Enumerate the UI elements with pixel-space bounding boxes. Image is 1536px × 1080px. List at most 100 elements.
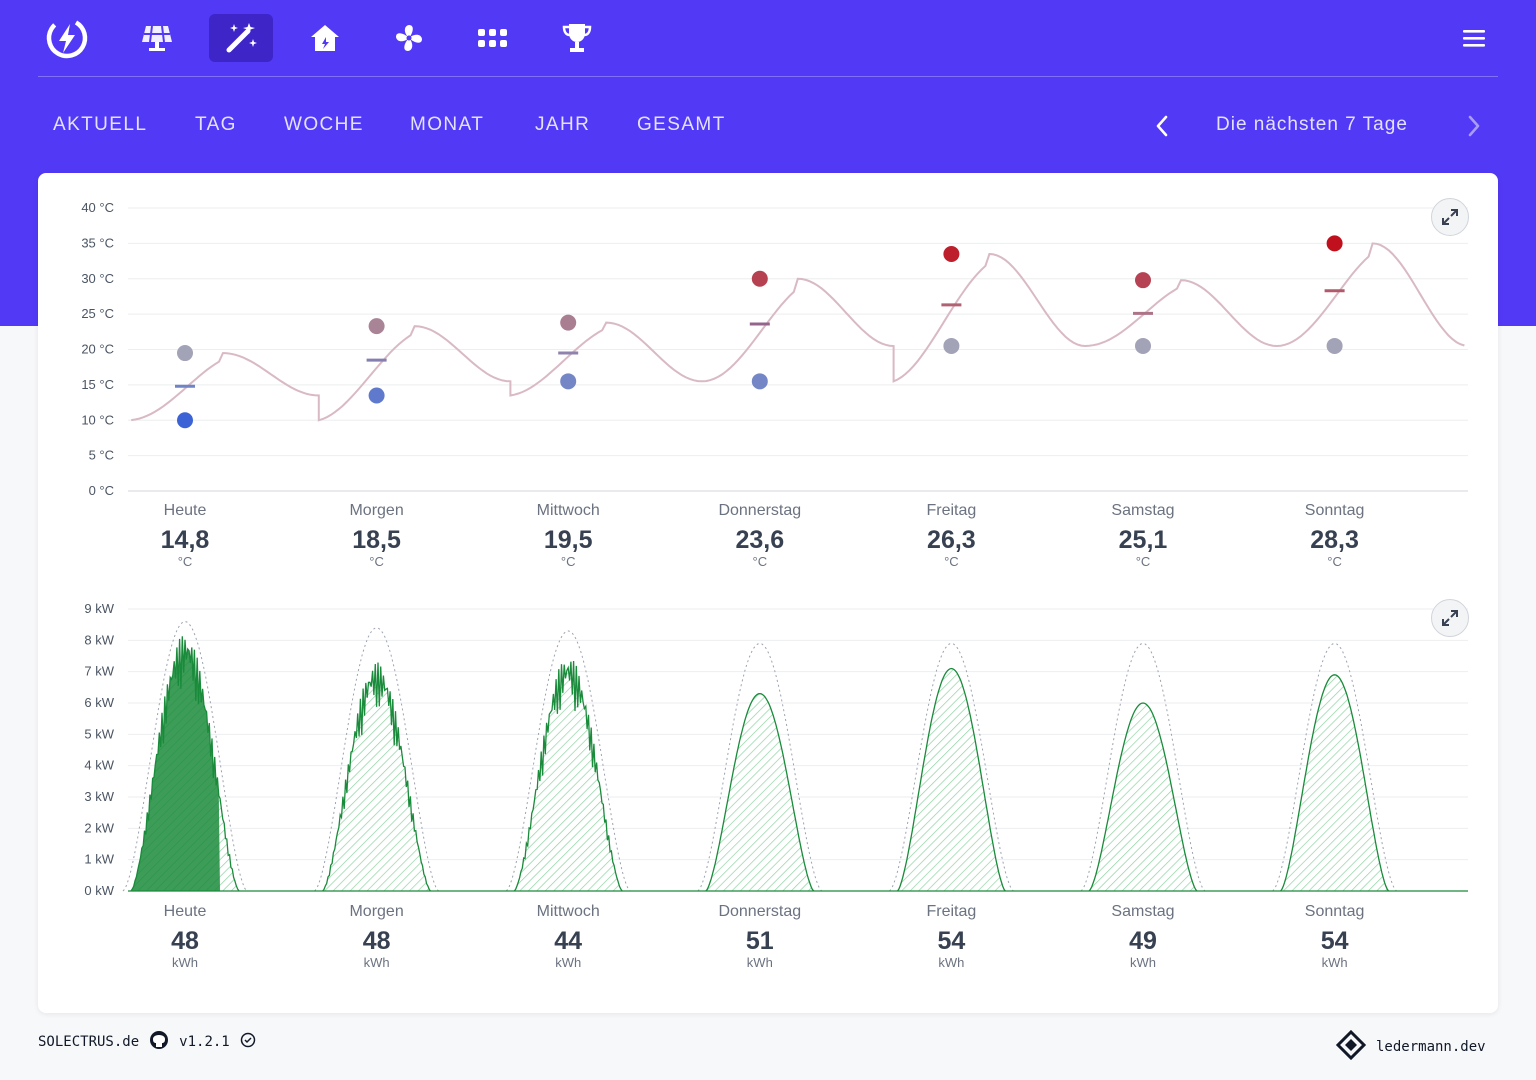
- period-label: Die nächsten 7 Tage: [1216, 114, 1408, 135]
- chevron-left-icon[interactable]: [1150, 112, 1174, 140]
- temperature-max-point: [560, 314, 577, 331]
- temperature-day-unit: °C: [752, 554, 768, 569]
- pv-forecast-area: [1089, 703, 1197, 891]
- temperature-max-point: [177, 345, 193, 362]
- temperature-chart: 40 °C 35 °C 30 °C 25 °C 20 °C 15 °C 10 °C 5 °C 0…: [81, 200, 1468, 498]
- pv-day-label: Samstag: [1111, 903, 1175, 920]
- pv-tick-label: 1 kW: [84, 852, 114, 867]
- pv-forecast-line: [705, 692, 815, 892]
- pv-forecast-area: [705, 693, 814, 891]
- temperature-day-label: Heute: [163, 502, 207, 519]
- temperature-min-point: [368, 387, 385, 404]
- temperature-day-value: 28,3: [1310, 526, 1359, 554]
- top-navigation: [38, 0, 1498, 77]
- temperature-min-point: [177, 412, 193, 429]
- temperature-day-label: Samstag: [1111, 502, 1175, 519]
- pv-day-unit: kWh: [172, 955, 198, 970]
- pv-forecast-line: [1088, 702, 1198, 892]
- temperature-day-value: 14,8: [160, 526, 210, 554]
- tab-tag[interactable]: TAG: [195, 114, 237, 135]
- pv-forecast-line: [1280, 674, 1390, 892]
- expand-icon: [1442, 209, 1458, 225]
- pv-actual-area: [131, 636, 220, 891]
- temperature-day-unit: °C: [560, 554, 576, 569]
- forecast-card: 40 °C 35 °C 30 °C 25 °C 20 °C 15 °C 10 °C 5 °C 0…: [38, 173, 1498, 1013]
- pv-forecast-chart: 9 kW 8 kW 7 kW 6 kW 5 kW 4 kW 3 kW 2 kW 1 kW 0 kW: [84, 601, 1468, 898]
- pv-day-unit: kWh: [938, 955, 965, 970]
- temperature-tick-label: 35 °C: [81, 235, 114, 250]
- temperature-min-point: [751, 373, 768, 390]
- temperature-day-label: Freitag: [926, 502, 977, 519]
- pv-day-label: Donnerstag: [718, 903, 802, 920]
- temperature-day-label: Donnerstag: [718, 502, 802, 519]
- pv-day-value: 54: [937, 927, 966, 955]
- github-icon[interactable]: [149, 1030, 169, 1054]
- temperature-tick-label: 20 °C: [81, 342, 114, 357]
- temperature-tick-label: 30 °C: [81, 271, 114, 286]
- temperature-tick-label: 0 °C: [89, 483, 114, 498]
- temperature-tick-label: 10 °C: [81, 412, 114, 427]
- apps-grid-icon[interactable]: [461, 14, 525, 62]
- pv-forecast-line: [896, 667, 1006, 892]
- temperature-max-point: [943, 245, 960, 262]
- temperature-day-value: 25,1: [1118, 526, 1168, 554]
- tab-woche[interactable]: WOCHE: [284, 114, 364, 135]
- temperature-max-point: [751, 270, 768, 287]
- temperature-day-label: Morgen: [349, 502, 404, 519]
- pv-day-unit: kWh: [363, 955, 390, 970]
- pv-forecast-line: [130, 636, 240, 892]
- temperature-min-point: [1326, 337, 1343, 354]
- pv-tick-label: 9 kW: [84, 601, 114, 616]
- pv-day-label: Freitag: [926, 903, 977, 920]
- temperature-max-point: [1135, 272, 1151, 289]
- pv-forecast-area: [514, 661, 623, 891]
- pv-tick-label: 8 kW: [84, 632, 114, 647]
- temperature-day-unit: °C: [944, 554, 959, 569]
- temperature-tick-label: 40 °C: [81, 200, 114, 215]
- temperature-day-unit: °C: [1327, 554, 1342, 569]
- pv-day-unit: kWh: [555, 955, 582, 970]
- temperature-min-point: [560, 373, 577, 390]
- brand-link[interactable]: SOLECTRUS.de: [38, 1034, 140, 1050]
- trophy-icon[interactable]: [545, 14, 609, 62]
- chevron-right-icon[interactable]: [1462, 112, 1486, 140]
- hamburger-menu-icon[interactable]: [1442, 14, 1506, 62]
- pv-forecast-area: [1280, 674, 1389, 891]
- temperature-day-label: Mittwoch: [536, 502, 600, 519]
- pv-clear-sky-curve: [122, 620, 248, 892]
- pv-tick-label: 5 kW: [84, 726, 114, 741]
- temperature-tick-label: 15 °C: [81, 377, 114, 392]
- pv-tick-label: 4 kW: [84, 758, 114, 773]
- tab-monat[interactable]: MONAT: [410, 114, 485, 135]
- fan-icon[interactable]: [377, 14, 441, 62]
- temperature-day-value: 18,5: [352, 526, 401, 554]
- pv-day-unit: kWh: [746, 955, 773, 970]
- version-label[interactable]: v1.2.1: [179, 1034, 230, 1050]
- house-icon[interactable]: [293, 14, 357, 62]
- ledermann-logo-icon: [1335, 1029, 1367, 1064]
- pv-clear-sky-curve: [505, 630, 631, 892]
- pv-forecast-area: [322, 662, 431, 891]
- tab-jahr[interactable]: JAHR: [535, 114, 591, 135]
- expand-pv-chart-button[interactable]: [1431, 599, 1469, 637]
- tab-aktuell[interactable]: AKTUELL: [53, 114, 148, 135]
- pv-day-value: 51: [745, 927, 774, 955]
- pv-tick-label: 0 kW: [84, 883, 114, 898]
- pv-forecast-line: [322, 662, 432, 892]
- footer-right: ledermann.dev: [1335, 1029, 1486, 1064]
- temperature-day-label: Sonntag: [1304, 502, 1365, 519]
- tab-gesamt[interactable]: GESAMT: [637, 114, 726, 135]
- magic-wand-icon[interactable]: [209, 14, 273, 62]
- pv-day-value: 49: [1129, 927, 1157, 955]
- expand-temperature-chart-button[interactable]: [1431, 198, 1469, 236]
- solar-panel-icon[interactable]: [125, 14, 189, 62]
- pv-day-value: 48: [362, 927, 391, 955]
- temperature-max-point: [368, 318, 385, 335]
- author-link[interactable]: ledermann.dev: [1376, 1039, 1486, 1055]
- temperature-day-unit: °C: [369, 554, 384, 569]
- pv-clear-sky-curve: [1272, 642, 1397, 892]
- temperature-day-value: 26,3: [927, 526, 976, 554]
- temperature-tick-label: 25 °C: [81, 306, 114, 321]
- pv-day-label: Morgen: [349, 903, 404, 920]
- bolt-logo-icon[interactable]: [35, 14, 99, 62]
